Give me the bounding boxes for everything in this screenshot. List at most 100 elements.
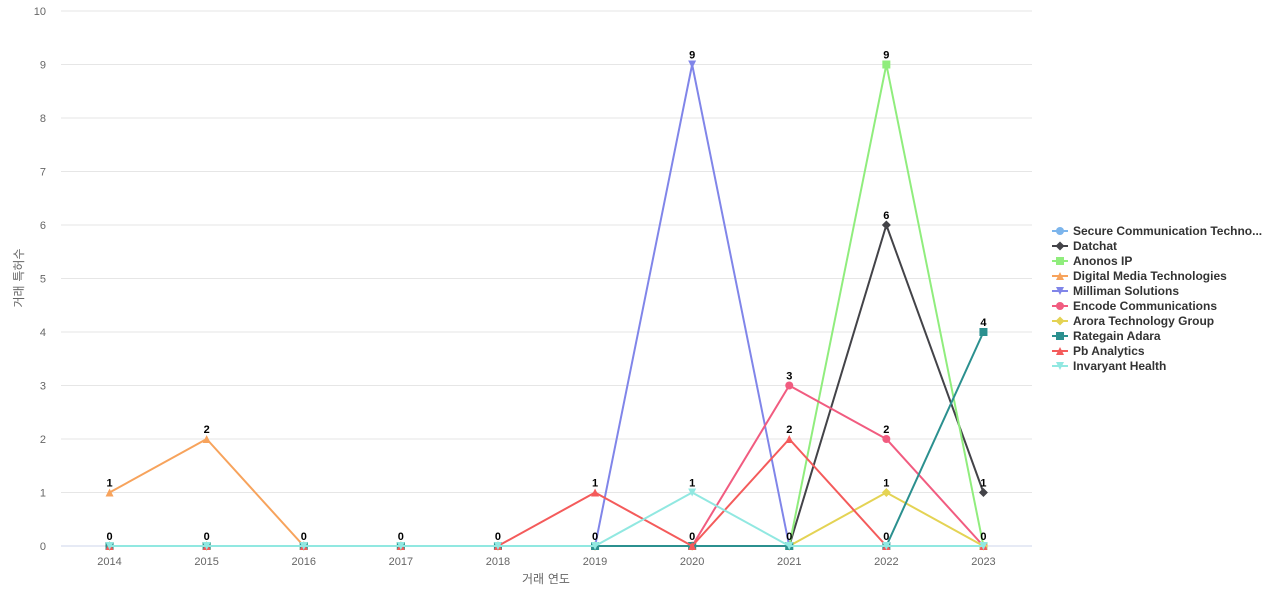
- legend-marker-symbol: [1056, 332, 1064, 340]
- data-label: 0: [689, 531, 695, 543]
- y-tick-label: 7: [40, 167, 46, 179]
- data-point: [493, 542, 502, 550]
- series: [105, 60, 988, 551]
- legend-item[interactable]: Rategain Adara: [1052, 329, 1161, 343]
- series-group: [105, 60, 988, 550]
- series-line: [108, 384, 985, 547]
- data-label: 0: [592, 531, 598, 543]
- legend-label: Rategain Adara: [1073, 329, 1161, 343]
- data-label: 1: [980, 478, 986, 490]
- legend-label: Datchat: [1073, 239, 1117, 253]
- data-label: 4: [980, 317, 987, 329]
- legend-label: Secure Communication Techno...: [1073, 224, 1262, 238]
- grid: [61, 10, 1032, 547]
- data-point: [785, 435, 794, 443]
- y-tick-label: 5: [40, 274, 46, 286]
- legend-label: Encode Communications: [1073, 299, 1217, 313]
- data-label: 0: [106, 531, 112, 543]
- y-tick-label: 4: [40, 327, 46, 339]
- data-point: [688, 60, 697, 69]
- x-tick-label: 2017: [389, 556, 413, 568]
- legend: Secure Communication Techno...DatchatAno…: [1052, 224, 1262, 373]
- series-line: [108, 63, 985, 547]
- data-point: [881, 220, 891, 230]
- x-tick-label: 2018: [486, 556, 510, 568]
- data-label: 3: [786, 371, 792, 383]
- data-label: 0: [495, 531, 501, 543]
- x-tick-label: 2020: [680, 556, 704, 568]
- x-tick-label: 2019: [583, 556, 607, 568]
- series-group: [105, 381, 988, 550]
- legend-label: Arora Technology Group: [1073, 314, 1214, 328]
- data-label: 0: [398, 531, 404, 543]
- data-point: [299, 542, 308, 550]
- data-point: [688, 542, 697, 550]
- legend-marker-symbol: [1056, 362, 1064, 370]
- data-point: [881, 488, 891, 497]
- data-point: [785, 381, 794, 390]
- data-label: 1: [883, 478, 889, 490]
- data-point: [591, 488, 600, 497]
- series-line: [108, 63, 985, 547]
- data-label: 0: [980, 531, 986, 543]
- x-tick-label: 2014: [97, 556, 121, 568]
- legend-label: Anonos IP: [1073, 254, 1132, 268]
- legend-marker-symbol: [1056, 272, 1064, 280]
- data-point: [979, 328, 988, 336]
- series-group: [105, 488, 988, 550]
- y-tick-label: 8: [40, 113, 46, 125]
- legend-item[interactable]: Pb Analytics: [1052, 344, 1145, 358]
- data-point: [105, 488, 114, 497]
- legend-marker-symbol: [1056, 347, 1064, 355]
- y-axis: 0 1 2 3 4 5 6 7 8 9 10: [34, 6, 46, 553]
- x-axis-title: 거래 연도: [522, 572, 570, 586]
- data-label: 2: [883, 424, 889, 436]
- series-group: [105, 60, 988, 550]
- data-label: 1: [106, 478, 112, 490]
- x-tick-label: 2022: [874, 556, 898, 568]
- legend-item[interactable]: Anonos IP: [1052, 254, 1132, 268]
- data-point: [688, 488, 697, 497]
- x-tick-label: 2015: [194, 556, 218, 568]
- legend-item[interactable]: Arora Technology Group: [1052, 314, 1214, 328]
- legend-marker-symbol: [1056, 287, 1064, 295]
- legend-item[interactable]: Milliman Solutions: [1052, 284, 1179, 298]
- data-label: 0: [204, 531, 210, 543]
- series-line: [108, 491, 985, 547]
- y-axis-title: 거래 특허수: [12, 248, 26, 307]
- data-label: 0: [786, 531, 792, 543]
- data-point: [979, 542, 988, 550]
- legend-marker-symbol: [1055, 241, 1065, 251]
- x-tick-label: 2021: [777, 556, 801, 568]
- legend-label: Pb Analytics: [1073, 344, 1145, 358]
- data-point: [202, 542, 211, 550]
- y-tick-label: 10: [34, 6, 46, 18]
- data-point: [978, 488, 988, 497]
- legend-item[interactable]: Secure Communication Techno...: [1052, 224, 1262, 238]
- y-tick-label: 6: [40, 220, 46, 232]
- legend-label: Digital Media Technologies: [1073, 269, 1227, 283]
- data-point: [591, 542, 600, 550]
- data-label: 2: [204, 424, 210, 436]
- legend-item[interactable]: Digital Media Technologies: [1052, 269, 1227, 283]
- data-point: [105, 542, 114, 550]
- legend-item[interactable]: Encode Communications: [1052, 299, 1217, 313]
- legend-marker-symbol: [1056, 257, 1064, 265]
- legend-item[interactable]: Datchat: [1052, 239, 1117, 253]
- data-label: 1: [689, 478, 695, 490]
- y-tick-label: 1: [40, 488, 46, 500]
- data-label: 0: [301, 531, 307, 543]
- data-point: [396, 542, 405, 550]
- data-label: 9: [689, 50, 695, 62]
- y-tick-label: 9: [40, 60, 46, 72]
- x-tick-label: 2016: [292, 556, 316, 568]
- data-label: 0: [883, 531, 889, 543]
- y-tick-label: 3: [40, 381, 46, 393]
- data-point: [882, 435, 891, 443]
- legend-label: Invaryant Health: [1073, 359, 1166, 373]
- y-tick-label: 0: [40, 541, 46, 553]
- data-point: [785, 542, 794, 550]
- data-labels: 1 0 2 0 0 0 0 1 0 9 1 0 3 2 0 9 6 2 1 0 4 1 0: [106, 50, 987, 544]
- data-point: [882, 60, 891, 69]
- legend-item[interactable]: Invaryant Health: [1052, 359, 1166, 373]
